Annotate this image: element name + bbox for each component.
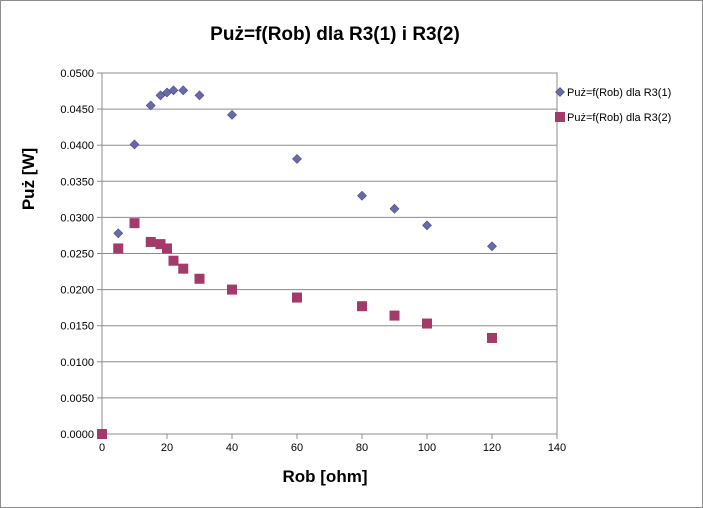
series-2-point: [155, 239, 166, 250]
x-tick-label: 100: [418, 442, 436, 454]
series-2-point: [357, 301, 367, 312]
y-tick-label: 0.0100: [60, 357, 94, 369]
series-2-point: [422, 318, 432, 329]
y-tick-label: 0.0000: [60, 429, 94, 441]
legend-marker-series-2: [555, 112, 565, 122]
x-axis-title: Rob [ohm]: [283, 467, 368, 486]
x-tick-label: 20: [161, 442, 173, 454]
legend-label-series-2: Puż=f(Rob) dla R3(2): [567, 112, 671, 124]
legend-marker-series-1: [555, 87, 565, 97]
series-2-point: [389, 310, 400, 321]
series-1-point: [422, 220, 432, 231]
legend-label-series-1: Puż=f(Rob) dla R3(1): [567, 87, 671, 99]
y-tick-label: 0.0350: [60, 176, 94, 188]
y-tick-label: 0.0400: [60, 140, 94, 152]
x-tick-label: 60: [291, 442, 303, 454]
series-2-point: [145, 236, 156, 247]
y-tick-label: 0.0500: [60, 68, 94, 80]
y-tick-label: 0.0050: [60, 393, 94, 405]
series-2-point: [178, 263, 189, 274]
series-2-point: [487, 332, 497, 343]
series-2-point: [292, 292, 302, 303]
y-tick-label: 0.0300: [60, 212, 94, 224]
x-tick-label: 40: [226, 442, 238, 454]
series-1-point: [194, 90, 205, 101]
series-2-point: [168, 255, 179, 266]
series-2-point: [194, 273, 205, 284]
series-1-point: [113, 228, 124, 239]
series-2-point: [227, 284, 237, 295]
legend: Puż=f(Rob) dla R3(1) Puż=f(Rob) dla R3(2): [555, 87, 671, 124]
axis-ticks: 0.0000 0.0050 0.0100 0.0150 0.0200 0.0250 0.03…: [60, 68, 566, 454]
series-1-point: [292, 153, 302, 164]
data-points: [97, 85, 497, 439]
x-tick-label: 0: [99, 442, 105, 454]
series-2-point: [129, 218, 140, 229]
y-tick-label: 0.0150: [60, 321, 94, 333]
series-1-point: [178, 85, 189, 96]
x-tick-label: 80: [356, 442, 368, 454]
grid-lines: [102, 108, 557, 399]
y-tick-label: 0.0200: [60, 285, 94, 297]
series-1-point: [357, 190, 367, 201]
series-2-point: [97, 429, 107, 439]
series-1-point: [227, 109, 237, 120]
series-1-point: [145, 100, 156, 111]
x-tick-label: 140: [548, 442, 566, 454]
series-1-point: [389, 203, 400, 214]
x-tick-label: 120: [483, 442, 501, 454]
series-1-point: [487, 241, 497, 252]
y-tick-label: 0.0250: [60, 249, 94, 261]
chart-title: Puż=f(Rob) dla R3(1) i R3(2): [210, 24, 460, 45]
series-1-point: [168, 85, 179, 96]
y-axis-title: Puż [W]: [19, 148, 38, 210]
y-tick-label: 0.0450: [60, 104, 94, 116]
series-2-point: [113, 243, 124, 254]
series-2-point: [162, 243, 172, 254]
series-1-point: [129, 139, 140, 150]
